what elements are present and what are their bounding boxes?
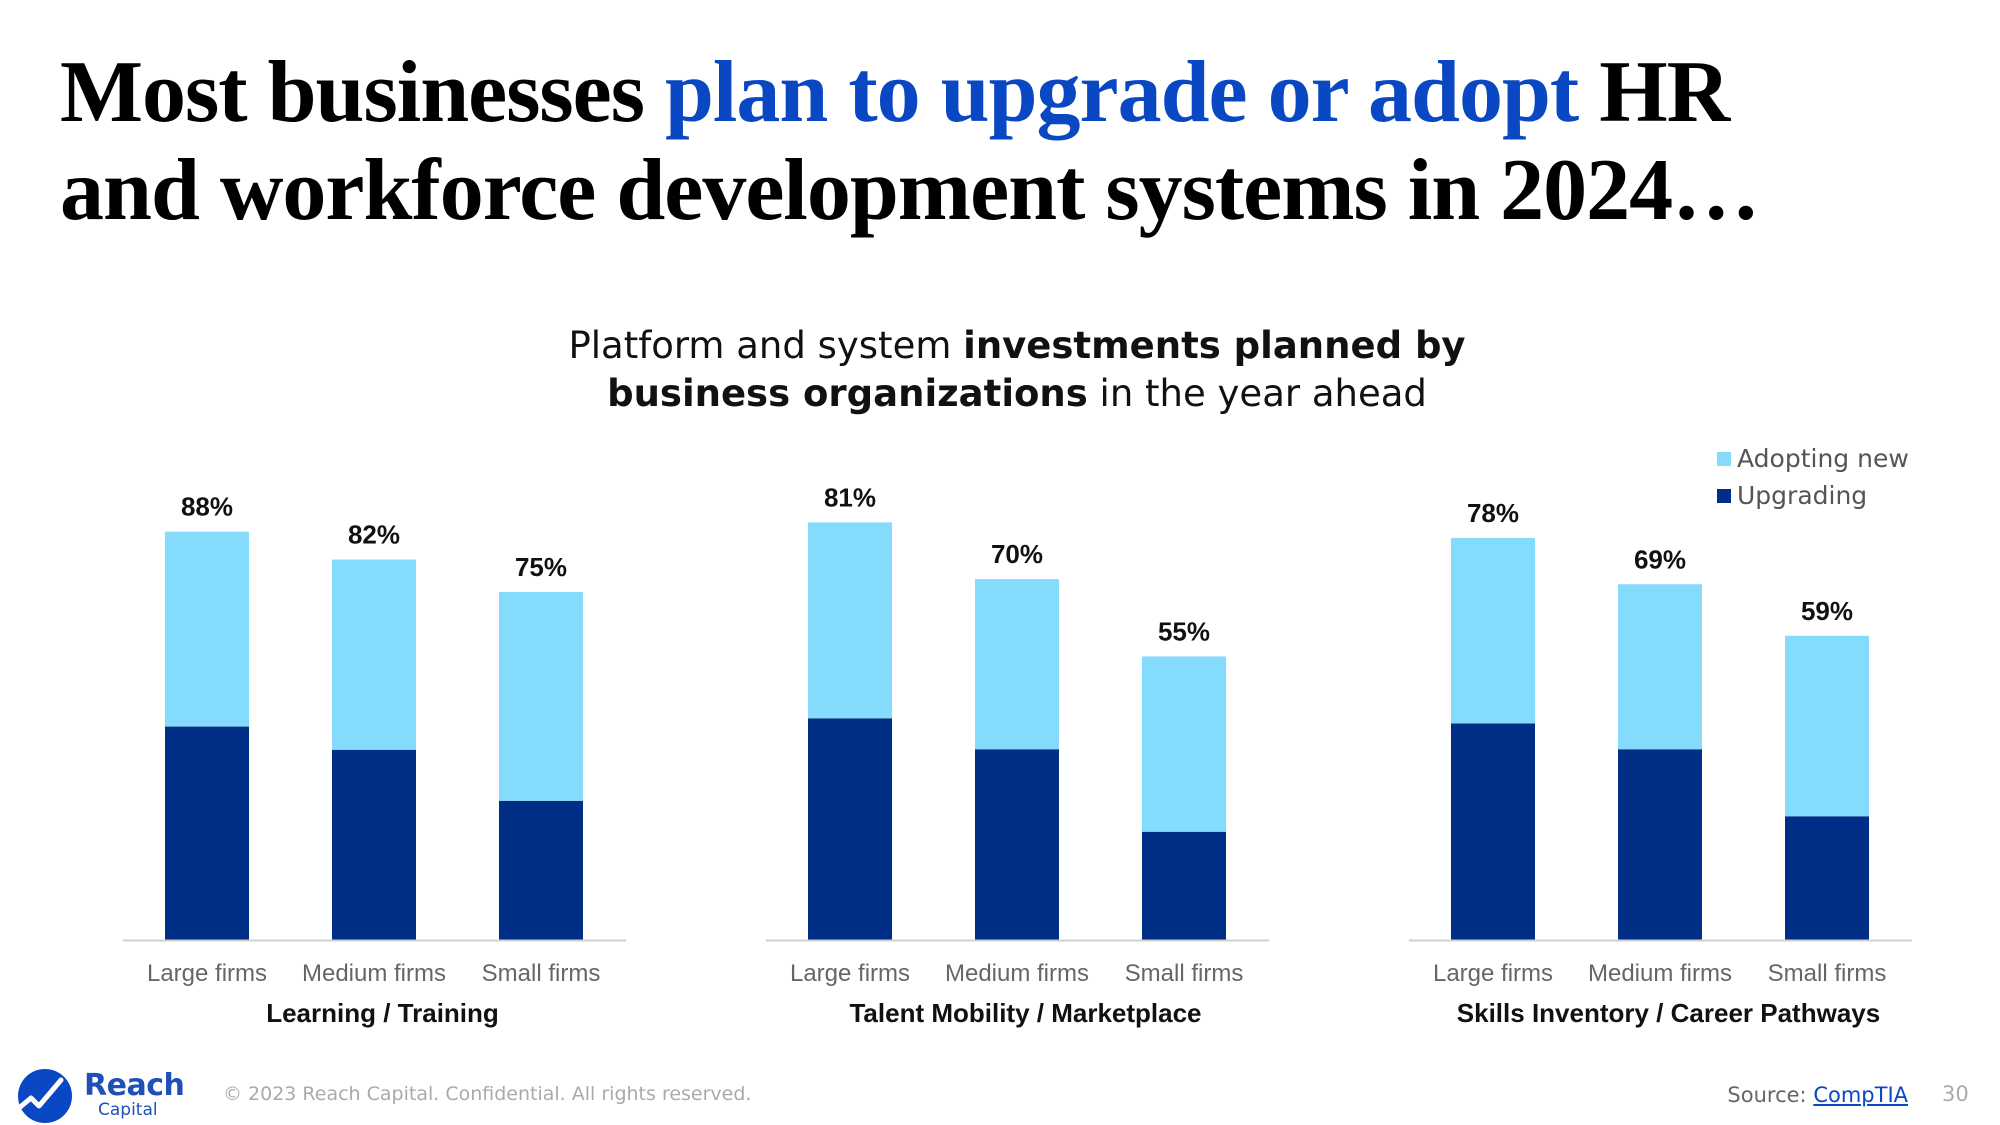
logo-subtitle: Capital [98, 1100, 158, 1120]
source-link[interactable]: CompTIA [1813, 1083, 1908, 1107]
legend: Adopting new Upgrading [1717, 440, 1909, 514]
panel-title: Talent Mobility / Marketplace [849, 998, 1201, 1028]
data-label: 69% [1634, 544, 1686, 574]
reach-capital-logo-icon [17, 1069, 72, 1123]
legend-item-adopting: Adopting new [1717, 440, 1909, 477]
bar-adopting-new [499, 592, 583, 801]
panel-title: Learning / Training [266, 998, 499, 1028]
category-label: Medium firms [302, 960, 446, 987]
chart-subtitle: Platform and system investments planned … [0, 322, 2000, 418]
source-label: Source: [1727, 1083, 1814, 1107]
legend-label: Upgrading [1737, 481, 1868, 510]
data-label: 70% [991, 539, 1043, 569]
bar-upgrading [1618, 749, 1702, 940]
bar-upgrading [1451, 723, 1535, 940]
bar-adopting-new [1142, 656, 1226, 832]
bar-adopting-new [1785, 635, 1869, 817]
bar-adopting-new [1451, 537, 1535, 724]
data-label: 59% [1801, 596, 1853, 626]
bar-adopting-new [165, 531, 249, 727]
bar-upgrading [1785, 816, 1869, 940]
category-label: Small firms [1125, 960, 1244, 987]
bar-adopting-new [1618, 584, 1702, 750]
subtitle-text: Platform and system [568, 324, 964, 367]
legend-swatch [1717, 451, 1731, 466]
bar-adopting-new [332, 559, 416, 750]
bar-upgrading [975, 749, 1059, 940]
data-label: 82% [348, 520, 400, 550]
category-label: Large firms [147, 960, 267, 987]
bar-upgrading [499, 800, 583, 940]
category-label: Small firms [482, 960, 601, 987]
source-note: Source: CompTIA [1727, 1083, 1908, 1107]
copyright-text: © 2023 Reach Capital. Confidential. All … [223, 1083, 752, 1105]
legend-label: Adopting new [1737, 444, 1909, 473]
data-label: 81% [824, 482, 876, 512]
page-number: 30 [1942, 1082, 1969, 1106]
bar-upgrading [332, 749, 416, 940]
bar-upgrading [1142, 831, 1226, 940]
slide-title: Most businesses plan to upgrade or adopt… [60, 44, 1760, 240]
subtitle-bold: business organizations [607, 372, 1088, 415]
category-label: Medium firms [945, 960, 1089, 987]
category-label: Medium firms [1588, 960, 1732, 987]
title-line2: and workforce development systems in 202… [60, 142, 1760, 239]
bar-upgrading [808, 718, 892, 940]
category-label: Large firms [790, 960, 910, 987]
legend-swatch [1717, 488, 1731, 503]
bar-adopting-new [975, 579, 1059, 750]
data-label: 75% [515, 552, 567, 582]
logo-wordmark: Reach [84, 1068, 185, 1103]
subtitle-bold: investments planned by [963, 324, 1466, 367]
category-label: Small firms [1768, 960, 1887, 987]
title-highlight: plan to upgrade or adopt [664, 44, 1579, 141]
data-label: 88% [181, 492, 233, 522]
data-label: 78% [1467, 498, 1519, 528]
bar-adopting-new [808, 522, 892, 719]
legend-item-upgrading: Upgrading [1717, 477, 1909, 514]
bar-upgrading [165, 726, 249, 940]
title-text: Most businesses [60, 44, 665, 141]
data-label: 55% [1158, 616, 1210, 646]
subtitle-text: in the year ahead [1087, 372, 1427, 415]
panel-title: Skills Inventory / Career Pathways [1457, 998, 1880, 1028]
category-label: Large firms [1433, 960, 1553, 987]
title-text: HR [1578, 44, 1730, 141]
